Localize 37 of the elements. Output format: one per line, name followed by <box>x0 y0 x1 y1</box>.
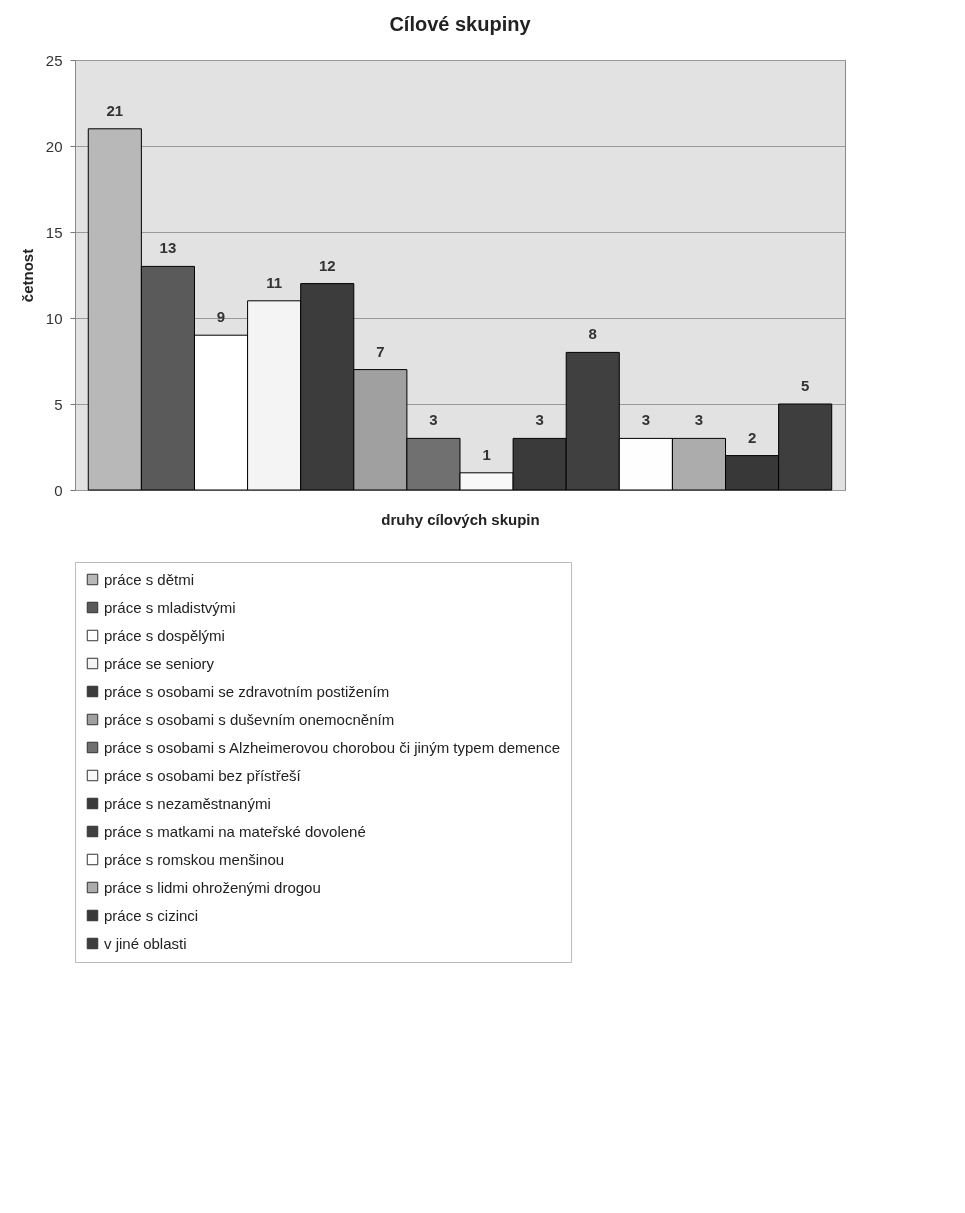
data-label: 5 <box>801 377 810 394</box>
chart-title: Cílové skupiny <box>389 13 532 35</box>
y-tick-label: 0 <box>54 481 63 499</box>
legend-label: práce s romskou menšinou <box>104 850 285 868</box>
data-label: 11 <box>266 273 283 291</box>
legend-label: práce s osobami bez přístřeší <box>104 766 302 784</box>
data-label: 12 <box>318 256 336 274</box>
data-label: 3 <box>694 411 704 429</box>
legend-label: práce s dětmi <box>104 570 195 588</box>
data-label: 7 <box>376 342 385 360</box>
y-axis-title: četnost <box>18 248 36 303</box>
legend-label: práce s matkami na mateřské dovolené <box>104 822 366 840</box>
legend-label: práce s dospělými <box>104 626 225 644</box>
data-label: 2 <box>747 428 757 446</box>
y-tick-label: 25 <box>45 51 63 69</box>
y-tick-label: 15 <box>45 223 63 241</box>
data-label: 8 <box>588 325 597 343</box>
legend-label: práce se seniory <box>104 654 215 672</box>
legend-label: práce s cizinci <box>104 906 199 924</box>
y-tick-label: 10 <box>45 309 63 327</box>
legend-label: práce s osobami s duševním onemocněním <box>104 710 395 728</box>
data-label: 13 <box>159 239 177 257</box>
legend-label: práce s lidmi ohroženými drogou <box>104 878 321 896</box>
data-label: 9 <box>216 308 226 326</box>
y-tick-label: 20 <box>45 137 63 155</box>
data-label: 1 <box>482 445 491 463</box>
data-label: 21 <box>106 101 124 119</box>
legend-label: práce s osobami s Alzheimerovou chorobou či jiným typem demence <box>104 738 561 756</box>
data-label: 3 <box>535 411 544 429</box>
data-label: 3 <box>429 411 438 429</box>
data-label: 3 <box>641 411 651 429</box>
x-axis-title: druhy cílových skupin <box>381 510 540 528</box>
legend-label: v jiné oblasti <box>104 934 187 952</box>
y-tick-label: 5 <box>54 395 63 413</box>
legend-label: práce s mladistvými <box>104 598 236 616</box>
legend-label: práce s osobami se zdravotním postižením <box>104 682 390 700</box>
legend-label: práce s nezaměstnanými <box>104 794 271 812</box>
